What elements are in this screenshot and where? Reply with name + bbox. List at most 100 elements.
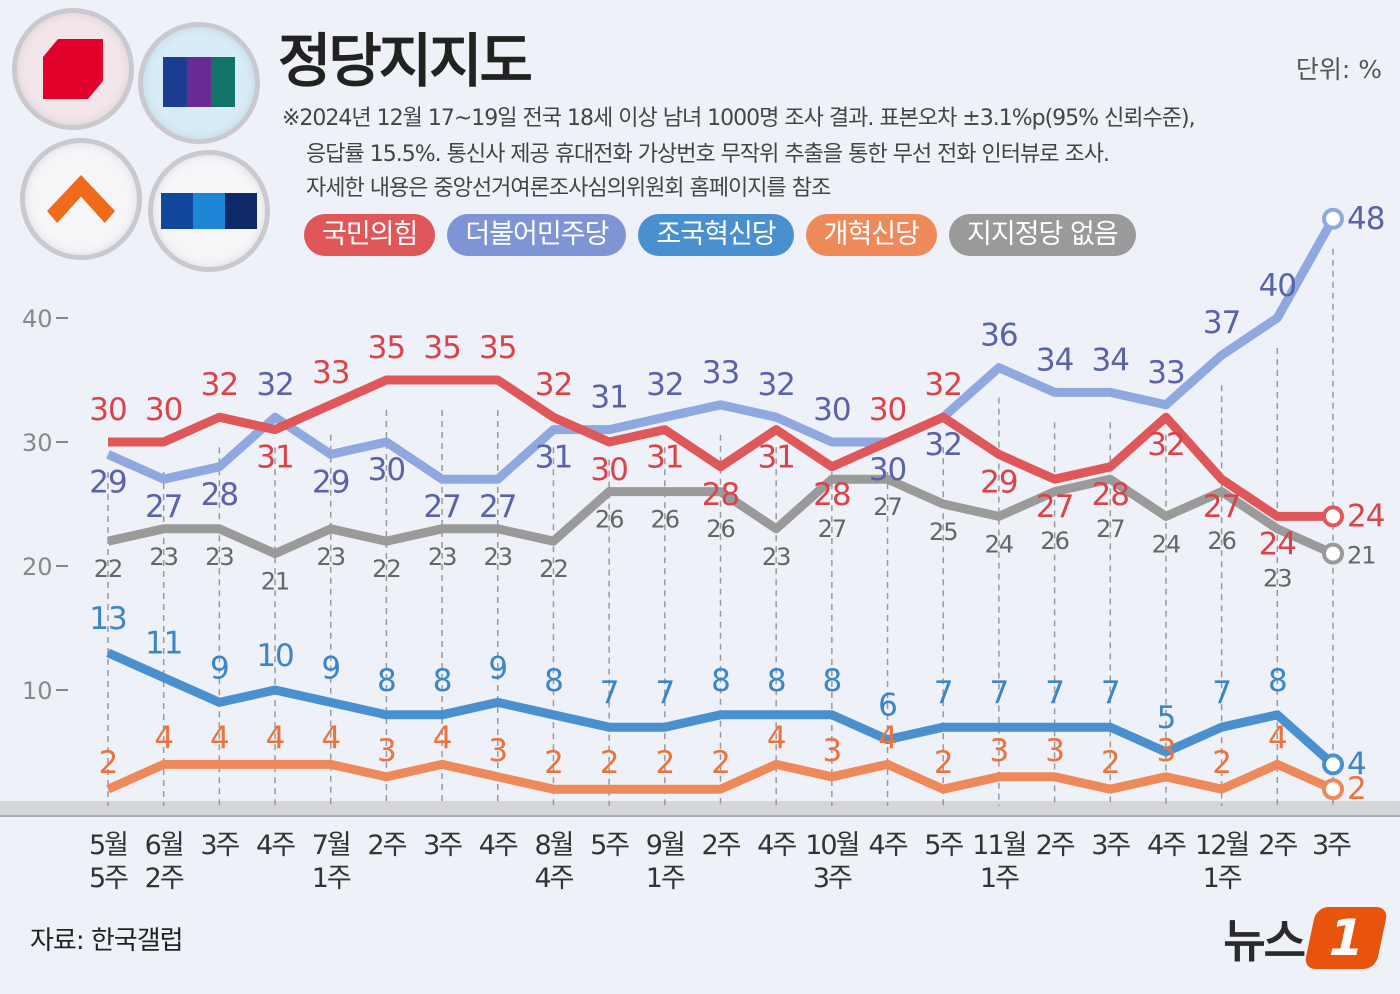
data-label: 23 xyxy=(483,543,512,571)
data-label: 31 xyxy=(757,440,794,476)
data-label: 2 xyxy=(99,745,118,781)
data-label: 26 xyxy=(651,506,680,534)
data-label: 9 xyxy=(321,650,340,686)
y-tick-label: 20 xyxy=(22,553,53,581)
data-label: 32 xyxy=(201,367,238,403)
data-label: 28 xyxy=(702,477,739,513)
x-tick-label: 4주 xyxy=(1147,830,1186,861)
data-label: 8 xyxy=(767,663,786,699)
data-label: 7 xyxy=(1212,675,1231,711)
x-tick-label: 10월 xyxy=(805,830,858,861)
x-tick-label: 1주 xyxy=(646,863,685,894)
data-label: 30 xyxy=(869,452,906,488)
data-label: 8 xyxy=(544,663,563,699)
data-label: 4 xyxy=(433,720,452,756)
series-line-1 xyxy=(106,216,1337,484)
x-axis-band xyxy=(0,801,1400,817)
x-tick-label: 12월 xyxy=(1195,830,1248,861)
data-label: 7 xyxy=(600,675,619,711)
data-label: 30 xyxy=(145,392,182,428)
x-tick-label: 3주 xyxy=(423,830,462,861)
data-label: 35 xyxy=(423,330,460,366)
data-label: 8 xyxy=(1268,663,1287,699)
series-line-0 xyxy=(108,375,1333,521)
data-label: 7 xyxy=(655,675,674,711)
data-label: 32 xyxy=(1147,427,1184,463)
data-label: 31 xyxy=(256,440,293,476)
data-label: 8 xyxy=(377,663,396,699)
data-label: 30 xyxy=(813,392,850,428)
data-label: 6 xyxy=(878,688,897,724)
x-tick-label: 5주 xyxy=(924,830,963,861)
data-label: 27 xyxy=(423,489,460,525)
data-label: 31 xyxy=(535,440,572,476)
data-label: 23 xyxy=(1263,564,1292,592)
data-label: 22 xyxy=(539,555,568,583)
data-label: 2 xyxy=(544,745,563,781)
data-label: 33 xyxy=(702,355,739,391)
x-tick-label: 4주 xyxy=(479,830,518,861)
data-label: 7 xyxy=(1101,675,1120,711)
data-label: 32 xyxy=(925,367,962,403)
data-label: 31 xyxy=(590,380,627,416)
x-tick-label: 4주 xyxy=(869,830,908,861)
brand-mark: 1 xyxy=(1303,907,1389,969)
data-label: 33 xyxy=(312,355,349,391)
data-label: 21 xyxy=(261,568,290,596)
x-tick-label: 5주 xyxy=(590,830,629,861)
x-tick-label: 1주 xyxy=(980,863,1019,894)
x-tick-label: 8월 xyxy=(534,830,572,861)
reform-party-logo xyxy=(20,138,142,260)
x-tick-label: 4주 xyxy=(534,863,573,894)
data-label: 3 xyxy=(488,733,507,769)
data-label: 28 xyxy=(201,477,238,513)
data-label: 34 xyxy=(1036,342,1073,378)
ppp-logo xyxy=(12,8,134,130)
x-tick-label: 3주 xyxy=(1312,830,1351,861)
data-label: 4 xyxy=(1268,720,1287,756)
x-tick-label: 6월 xyxy=(145,830,183,861)
data-label: 35 xyxy=(368,330,405,366)
data-label: 3 xyxy=(822,733,841,769)
data-label: 32 xyxy=(646,367,683,403)
x-tick-label: 11월 xyxy=(972,830,1025,861)
x-tick-label: 4주 xyxy=(757,830,796,861)
data-label: 26 xyxy=(595,506,624,534)
data-label: 30 xyxy=(590,452,627,488)
data-label: 13 xyxy=(89,601,126,637)
survey-note-2: 응답률 15.5%. 통신사 제공 휴대전화 가상번호 무작위 추출을 통한 무… xyxy=(306,142,1110,167)
legend-ppp: 국민의힘 xyxy=(304,214,436,256)
data-label: 24 xyxy=(1152,530,1181,558)
unit-label: 단위: % xyxy=(1295,55,1382,84)
democratic-party-logo xyxy=(138,22,260,144)
data-label: 27 xyxy=(1203,489,1240,525)
data-label: 4 xyxy=(321,720,340,756)
data-label: 2 xyxy=(1347,771,1366,807)
data-label: 23 xyxy=(428,543,457,571)
x-tick-label: 2주 xyxy=(145,863,184,894)
data-label: 2 xyxy=(711,745,730,781)
data-label: 30 xyxy=(368,452,405,488)
data-label: 3 xyxy=(1157,733,1176,769)
data-label: 7 xyxy=(934,675,953,711)
data-label: 22 xyxy=(94,555,123,583)
legend: 국민의힘 더불어민주당 조국혁신당 개혁신당 지지정당 없음 xyxy=(304,214,1136,256)
data-label: 4 xyxy=(210,720,229,756)
series-line-3 xyxy=(106,759,1335,794)
data-label: 3 xyxy=(990,733,1009,769)
data-label: 23 xyxy=(205,543,234,571)
data-label: 7 xyxy=(990,675,1009,711)
data-label: 2 xyxy=(600,745,619,781)
data-label: 22 xyxy=(372,555,401,583)
x-tick-label: 5주 xyxy=(89,863,128,894)
x-tick-label: 9월 xyxy=(646,830,684,861)
data-label: 3 xyxy=(1045,733,1064,769)
brand-text: 뉴스 xyxy=(1223,914,1306,968)
data-label: 27 xyxy=(1096,515,1125,543)
data-label: 8 xyxy=(433,663,452,699)
data-label: 2 xyxy=(655,745,674,781)
y-tick-label: 40 xyxy=(22,305,53,333)
survey-note-1: ※2024년 12월 17~19일 전국 18세 이상 남녀 1000명 조사 … xyxy=(282,106,1196,131)
y-tick-label: 10 xyxy=(22,677,53,705)
